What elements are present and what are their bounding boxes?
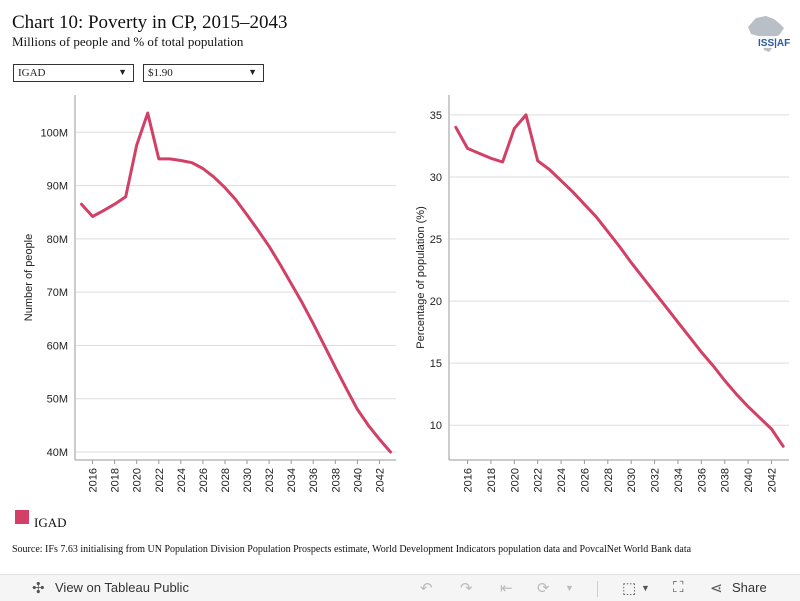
chart-title: Chart 10: Poverty in CP, 2015–2043 (12, 12, 288, 33)
x-tick-label: 2042 (374, 468, 386, 492)
africa-map-icon (748, 16, 784, 52)
y-tick-label: 70M (47, 287, 68, 299)
tableau-toolbar: ✣ View on Tableau Public ↶ ↷ ⇤ ⟳ ▼ ⬚ ▼ ⛶… (0, 574, 800, 601)
refresh-icon[interactable]: ⟳ (537, 580, 550, 597)
y-tick-label: 60M (47, 340, 68, 352)
x-tick-label: 2026 (198, 468, 210, 492)
y-tick-label: 50M (47, 394, 68, 406)
tableau-logo-icon: ✣ (32, 580, 45, 597)
y-tick-label: 35 (430, 110, 442, 122)
poverty-line-dropdown[interactable]: $1.90 ▼ (143, 64, 264, 82)
y-tick-label: 90M (47, 181, 68, 193)
y-axis-title: Number of people (23, 234, 35, 321)
revert-icon[interactable]: ⇤ (500, 580, 513, 597)
y-tick-label: 80M (47, 234, 68, 246)
chevron-down-icon[interactable]: ▼ (565, 583, 574, 593)
x-tick-label: 2036 (308, 468, 320, 492)
series-line-igad (80, 111, 392, 454)
x-tick-label: 2022 (533, 468, 545, 492)
legend-swatch (15, 510, 29, 524)
x-tick-label: 2016 (463, 468, 475, 492)
undo-icon[interactable]: ↶ (420, 580, 433, 597)
source-note: Source: IFs 7.63 initialising from UN Po… (12, 544, 692, 555)
download-icon[interactable]: ⬚ (622, 580, 637, 597)
x-tick-label: 2040 (352, 468, 364, 492)
y-axis-title: Percentage of population (%) (415, 206, 427, 348)
y-tick-label: 15 (430, 358, 442, 370)
region-filter-dropdown[interactable]: IGAD ▼ (13, 64, 134, 82)
x-tick-label: 2042 (766, 468, 778, 492)
x-tick-label: 2030 (626, 468, 638, 492)
x-tick-label: 2016 (88, 468, 100, 492)
issaf-logo: ISS|AF (748, 16, 790, 52)
toolbar-divider (597, 581, 598, 597)
region-filter-value: IGAD (18, 67, 46, 79)
x-tick-label: 2028 (220, 468, 232, 492)
redo-icon[interactable]: ↷ (460, 580, 473, 597)
chevron-down-icon: ▼ (118, 67, 127, 77)
chevron-down-icon: ▼ (248, 67, 257, 77)
x-tick-label: 2038 (720, 468, 732, 492)
poverty-line-value: $1.90 (148, 67, 173, 79)
x-tick-label: 2034 (673, 468, 685, 492)
y-tick-label: 40M (47, 447, 68, 459)
view-on-tableau-link[interactable]: View on Tableau Public (55, 580, 189, 595)
x-tick-label: 2022 (154, 468, 166, 492)
x-tick-label: 2032 (264, 468, 276, 492)
x-tick-label: 2036 (696, 468, 708, 492)
x-tick-label: 2020 (509, 468, 521, 492)
x-tick-label: 2024 (176, 468, 188, 492)
share-icon[interactable]: ⋖ (710, 580, 723, 597)
x-tick-label: 2018 (486, 468, 498, 492)
x-tick-label: 2018 (110, 468, 122, 492)
chevron-down-icon[interactable]: ▼ (641, 583, 650, 593)
x-tick-label: 2040 (743, 468, 755, 492)
x-tick-label: 2038 (330, 468, 342, 492)
chart-subtitle: Millions of people and % of total popula… (12, 34, 244, 49)
x-tick-label: 2028 (603, 468, 615, 492)
chart-people: 40M 50M 60M 70M 80M 90M 100M 2016 2018 2020 2022 20… (23, 95, 396, 492)
y-tick-label: 30 (430, 172, 442, 184)
legend-label: IGAD (34, 515, 67, 530)
y-tick-label: 100M (40, 127, 68, 139)
x-tick-label: 2026 (579, 468, 591, 492)
logo-text: ISS|AF (758, 38, 790, 49)
fullscreen-icon[interactable]: ⛶ (673, 579, 684, 596)
x-tick-label: 2024 (556, 468, 568, 492)
y-tick-label: 20 (430, 296, 442, 308)
x-tick-label: 2030 (242, 468, 254, 492)
x-tick-label: 2020 (132, 468, 144, 492)
y-tick-label: 10 (430, 420, 442, 432)
share-button[interactable]: Share (732, 580, 767, 595)
charts-area: 40M 50M 60M 70M 80M 90M 100M 2016 2018 2020 2022 20… (23, 95, 789, 492)
x-tick-label: 2032 (650, 468, 662, 492)
series-line-igad (454, 113, 785, 448)
chart-percentage: 10 15 20 25 30 35 2016 2018 2020 2022 2024 2026 2028… (415, 95, 789, 492)
y-tick-label: 25 (430, 234, 442, 246)
x-tick-label: 2034 (286, 468, 298, 492)
